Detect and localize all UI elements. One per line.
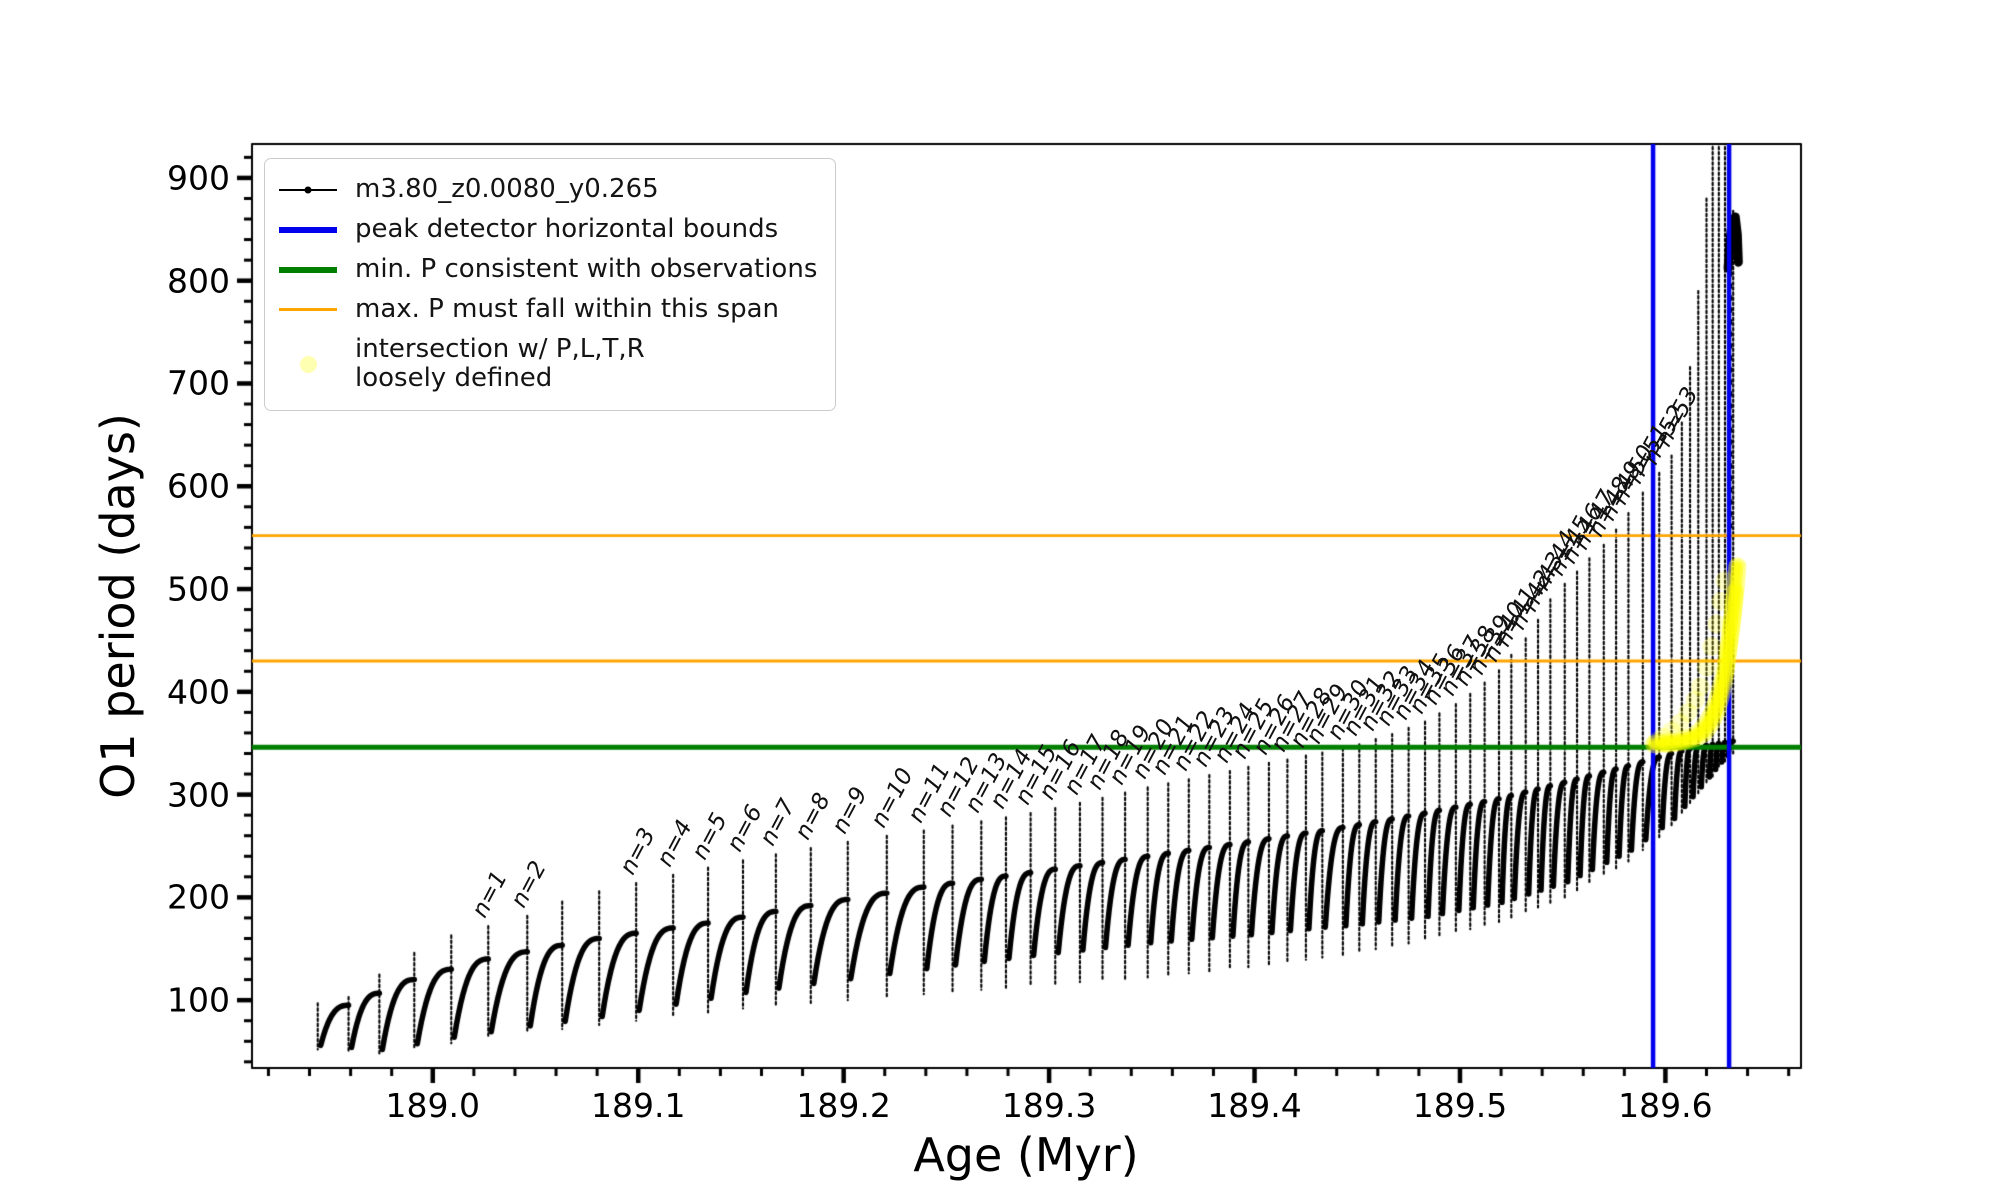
legend-label: intersection w/ P,L,T,R loosely defined xyxy=(355,333,645,394)
legend-item-1: peak detector horizontal bounds xyxy=(279,213,821,245)
line-sample-icon xyxy=(279,226,337,233)
line-sample-icon xyxy=(279,308,337,312)
legend-line-sample-icon xyxy=(279,186,337,194)
legend-label: peak detector horizontal bounds xyxy=(355,213,779,244)
line-sample-icon xyxy=(279,266,337,273)
legend-item-0: m3.80_z0.0080_y0.265 xyxy=(279,174,821,205)
legend-label: min. P consistent with observations xyxy=(355,253,818,284)
legend-line-sample-icon xyxy=(279,308,337,312)
legend-line-sample-icon xyxy=(279,266,337,273)
legend-item-3: max. P must fall within this span xyxy=(279,293,821,325)
legend-scatter-marker-icon xyxy=(279,355,337,373)
legend-label: max. P must fall within this span xyxy=(355,293,780,324)
legend-item-4: intersection w/ P,L,T,R loosely defined xyxy=(279,333,821,395)
legend-label: m3.80_z0.0080_y0.265 xyxy=(355,174,659,204)
legend-line-sample-icon xyxy=(279,226,337,233)
dot-marker-icon xyxy=(304,186,312,194)
legend-item-2: min. P consistent with observations xyxy=(279,253,821,285)
yellow-dot-icon xyxy=(299,355,317,373)
